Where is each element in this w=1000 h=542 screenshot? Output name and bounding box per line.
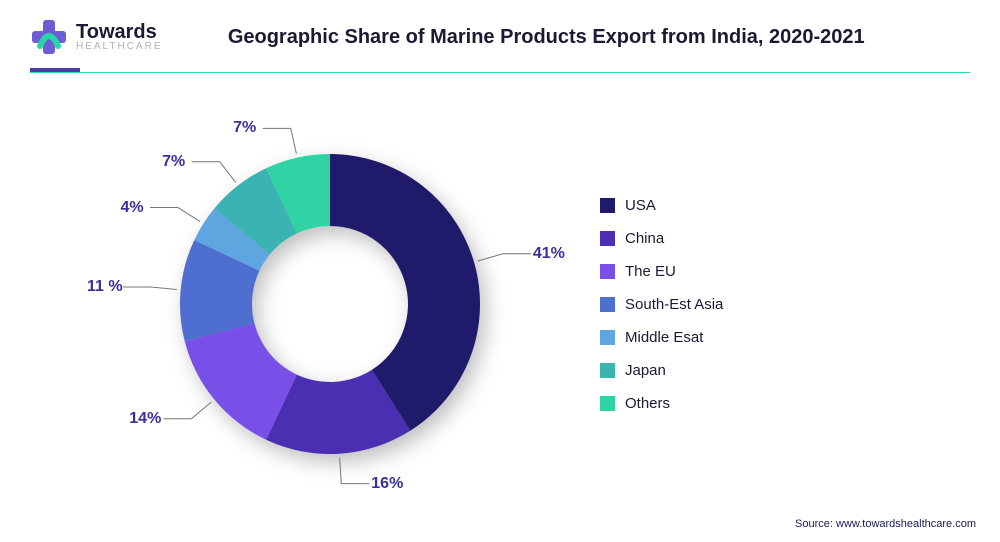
legend-item: Others	[600, 395, 723, 412]
legend-label: China	[625, 230, 664, 247]
legend-item: Japan	[600, 362, 723, 379]
slice-label: 4%	[120, 199, 143, 217]
slice-label: 41%	[533, 245, 565, 263]
legend-item: The EU	[600, 263, 723, 280]
legend-label: Others	[625, 395, 670, 412]
legend-label: USA	[625, 197, 656, 214]
legend-item: Middle Esat	[600, 329, 723, 346]
title-divider	[30, 68, 970, 74]
legend-swatch-icon	[600, 297, 615, 312]
slice-label: 7%	[233, 119, 256, 137]
legend-item: South-Est Asia	[600, 296, 723, 313]
legend-label: The EU	[625, 263, 676, 280]
slice-label: 14%	[129, 410, 161, 428]
slice-label: 16%	[371, 475, 403, 493]
slice-label: 11 %	[87, 278, 123, 296]
main-content: 41% 16% 14% 11 % 4% 7% 7% USA China The EU South-…	[0, 74, 1000, 514]
legend-swatch-icon	[600, 363, 615, 378]
legend-item: USA	[600, 197, 723, 214]
legend: USA China The EU South-Est Asia Middle Esat J…	[600, 197, 723, 412]
logo-mark-icon	[30, 18, 68, 56]
chart-title: Geographic Share of Marine Products Expo…	[123, 26, 971, 49]
legend-swatch-icon	[600, 396, 615, 411]
legend-swatch-icon	[600, 198, 615, 213]
donut-chart: 41%16%14%11 %4%7%7%	[120, 94, 540, 514]
legend-label: Japan	[625, 362, 666, 379]
legend-swatch-icon	[600, 264, 615, 279]
legend-label: South-Est Asia	[625, 296, 723, 313]
legend-swatch-icon	[600, 231, 615, 246]
legend-item: China	[600, 230, 723, 247]
source-attribution: Source: www.towardshealthcare.com	[795, 518, 976, 530]
header: Towards HEALTHCARE Geographic Share of M…	[0, 0, 1000, 64]
legend-swatch-icon	[600, 330, 615, 345]
slice-label: 7%	[162, 153, 185, 171]
legend-label: Middle Esat	[625, 329, 703, 346]
divider-line	[30, 72, 970, 73]
